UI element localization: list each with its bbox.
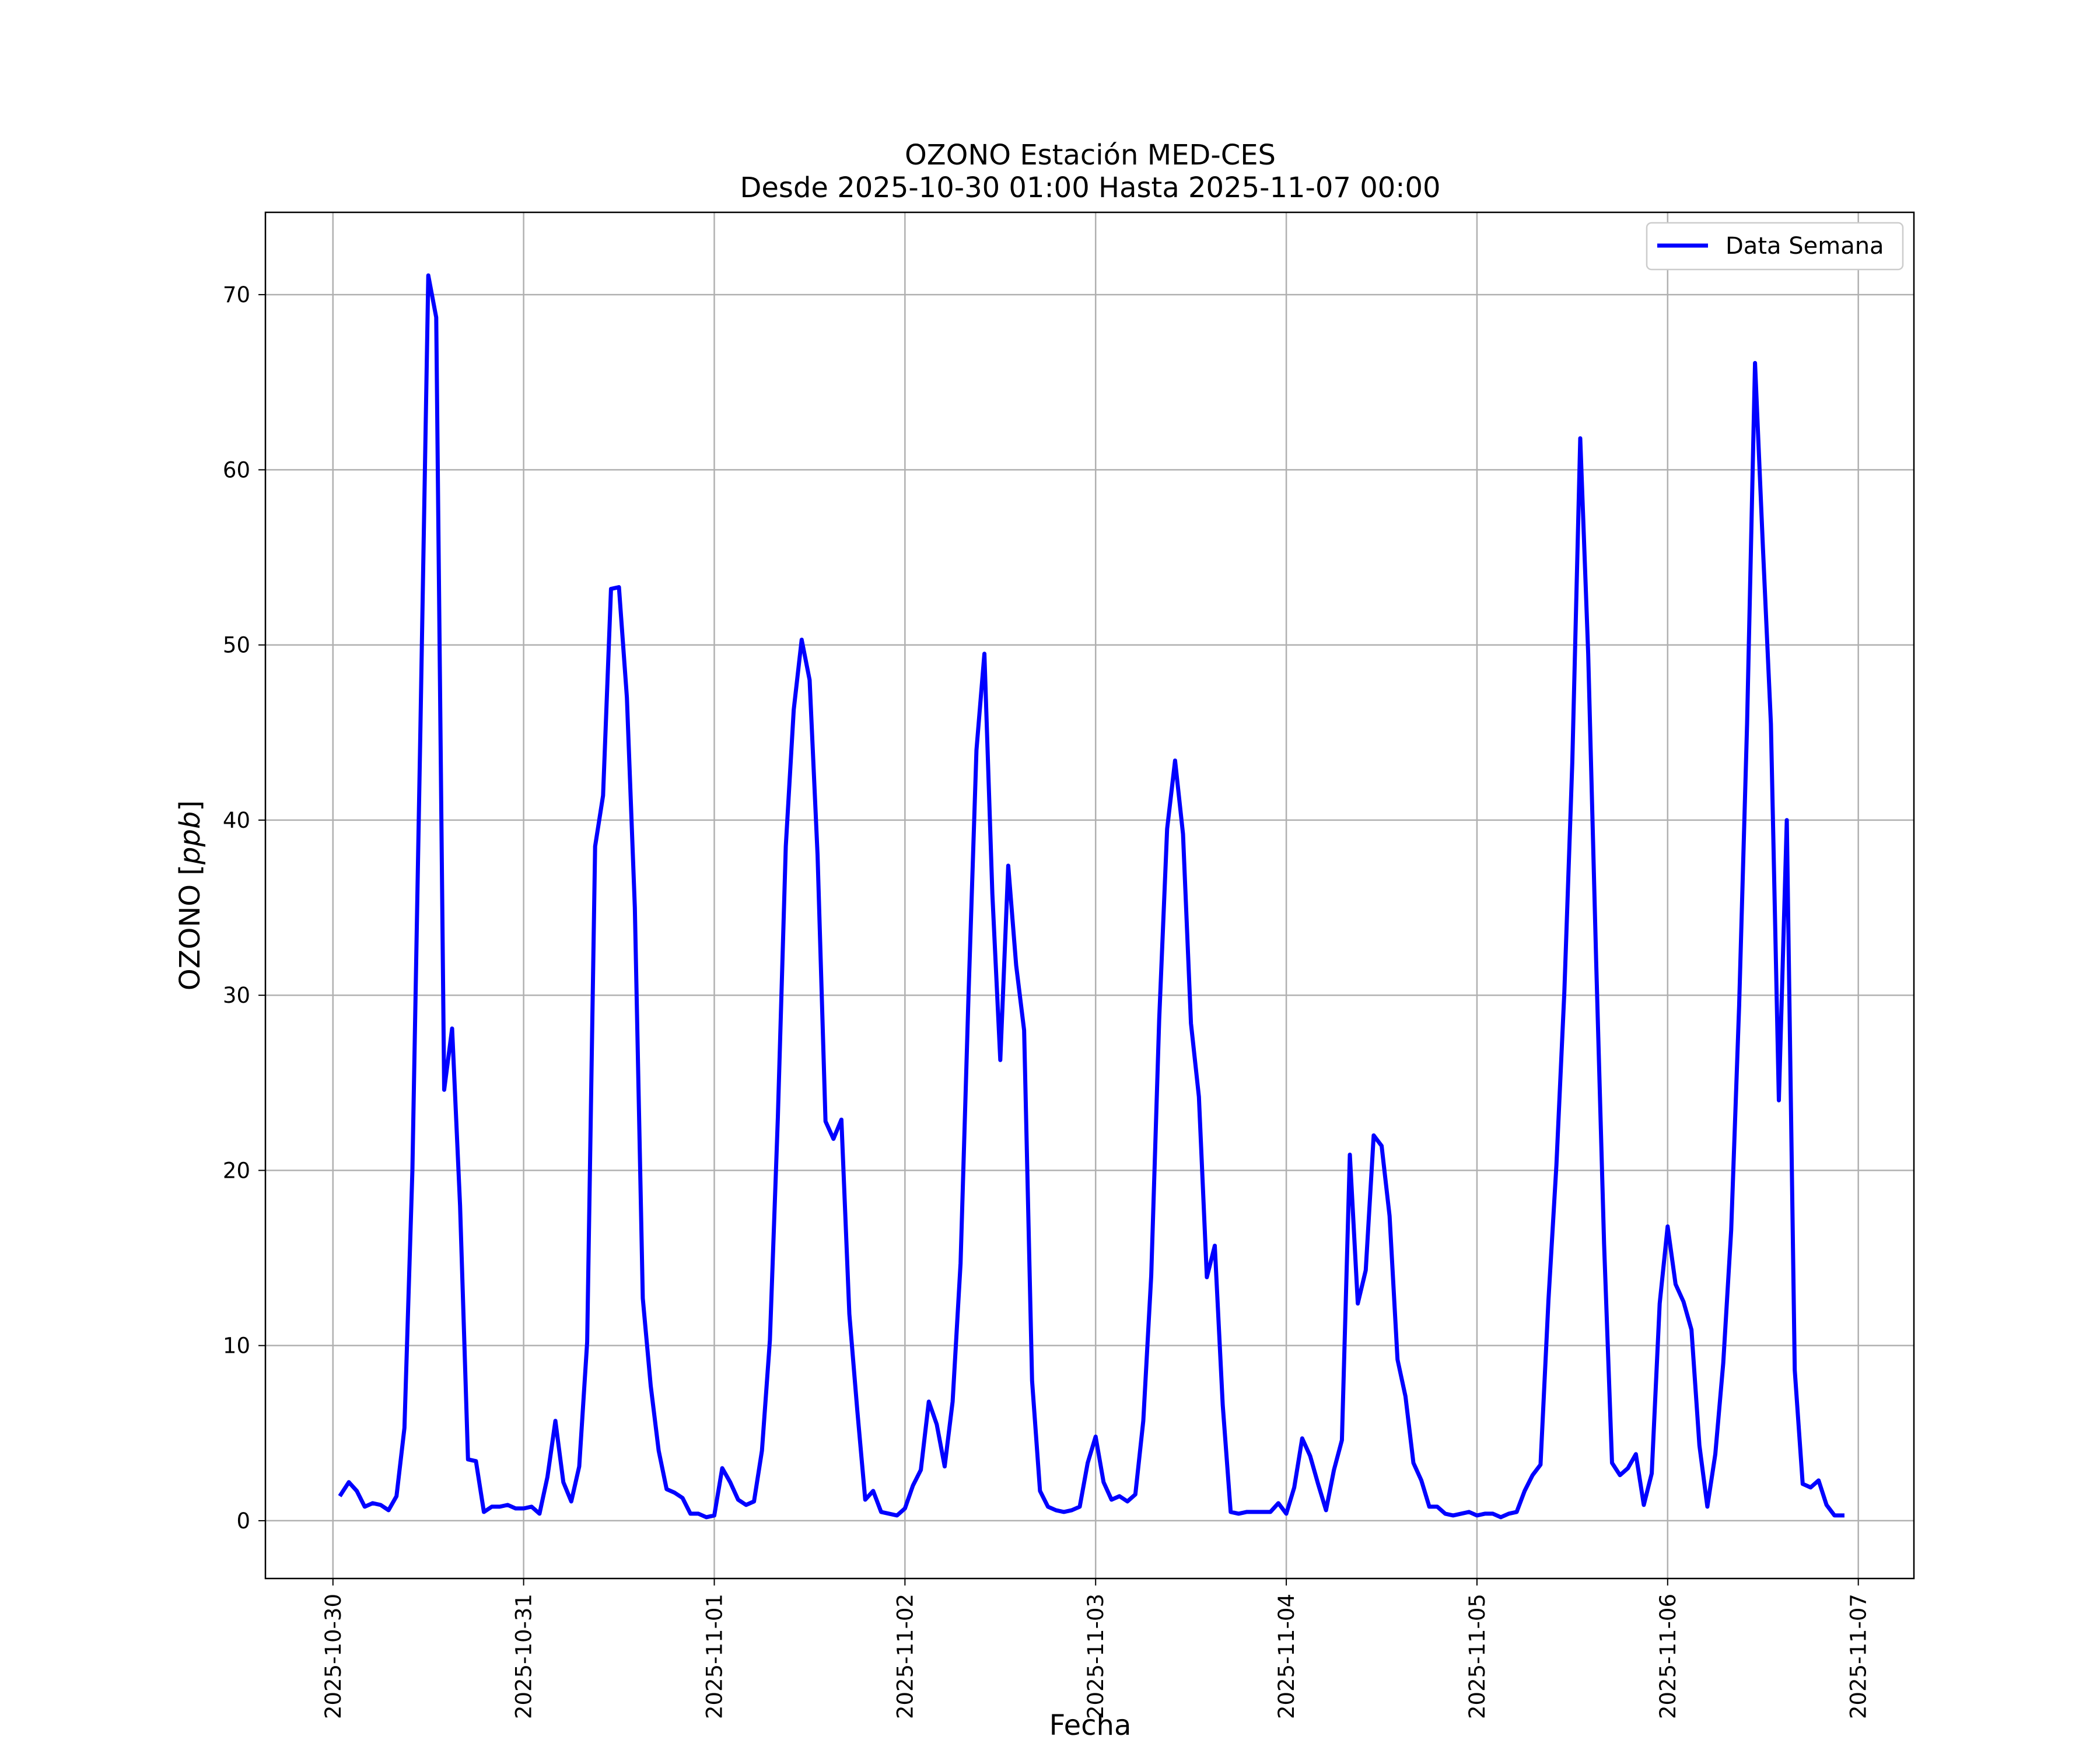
gridlines — [265, 212, 1914, 1578]
legend-box — [1646, 222, 1904, 271]
y-tick-label: 10 — [223, 1334, 250, 1359]
y-tick-label: 50 — [223, 633, 250, 658]
x-tick-label: 2025-11-06 — [1656, 1594, 1681, 1719]
y-tick-label: 70 — [223, 282, 250, 307]
x-tick-label: 2025-11-02 — [892, 1594, 918, 1719]
x-tick-label: 2025-10-31 — [512, 1594, 537, 1719]
x-tick-label: 2025-11-07 — [1846, 1594, 1871, 1719]
y-axis-unit: ppb — [174, 811, 206, 865]
chart-title: OZONO Estación MED-CES — [905, 139, 1276, 172]
x-tick-label: 2025-11-01 — [702, 1594, 727, 1719]
y-tick-label: 40 — [223, 808, 250, 833]
legend: Data Semana — [1646, 222, 1904, 271]
y-tick-label: 0 — [236, 1508, 250, 1534]
legend-label: Data Semana — [1726, 233, 1884, 260]
series-line-data-semana — [338, 273, 1845, 1520]
y-axis-title: OZONO [ppb] — [174, 800, 206, 991]
plot-frame — [264, 211, 1915, 1580]
plot-area: 2025-10-30 2025-10-31 2025-11-01 2025-11-02… — [223, 211, 1915, 1719]
y-tick-label: 60 — [223, 457, 250, 482]
y-tick-label: 20 — [223, 1158, 250, 1183]
x-tick-label: 2025-11-04 — [1274, 1594, 1299, 1719]
chart-subtitle: Desde 2025-10-30 01:00 Hasta 2025-11-07 … — [740, 172, 1440, 204]
x-tick-label: 2025-11-03 — [1083, 1594, 1108, 1719]
y-axis: 0 10 20 30 40 50 60 70 — [223, 282, 265, 1534]
plot-background — [265, 212, 1914, 1578]
x-axis-title: Fecha — [1049, 1709, 1132, 1742]
series-layer — [338, 273, 1845, 1520]
x-tick-label: 2025-10-30 — [321, 1594, 346, 1719]
x-tick-label: 2025-11-05 — [1465, 1594, 1490, 1719]
x-axis: 2025-10-30 2025-10-31 2025-11-01 2025-11-02… — [321, 1578, 1871, 1719]
y-tick-label: 30 — [223, 983, 250, 1008]
